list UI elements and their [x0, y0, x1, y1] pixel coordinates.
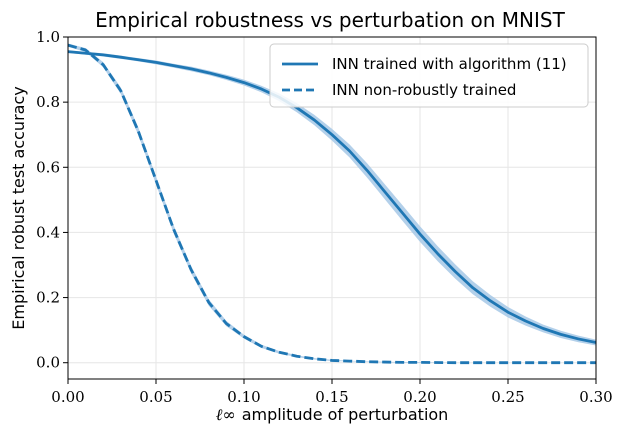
y-tick-label: 0.2	[36, 289, 60, 307]
x-axis-ticks: 0.00 0.05 0.10 0.15 0.20 0.25 0.30	[51, 379, 613, 406]
legend: INN trained with algorithm (11) INN non-…	[269, 43, 589, 108]
series-lines	[67, 43, 597, 365]
y-axis-label: Empirical robust test accuracy	[9, 86, 28, 329]
y-tick-label: 0.4	[36, 223, 60, 241]
legend-label-robust: INN trained with algorithm (11)	[332, 55, 567, 73]
confidence-band-1	[68, 43, 596, 363]
x-tick-label: 0.25	[491, 388, 524, 406]
x-axis-label-symbol: ℓ∞	[216, 405, 236, 424]
series-line-robust	[67, 50, 597, 344]
x-tick-label: 0.15	[315, 388, 348, 406]
legend-label-nonrobust: INN non-robustly trained	[332, 81, 516, 99]
chart-title: Empirical robustness vs perturbation on …	[95, 8, 565, 32]
series-line-non-robust	[67, 43, 596, 365]
y-tick-label: 1.0	[36, 28, 60, 46]
x-tick-label: 0.20	[403, 388, 436, 406]
y-axis-ticks: 0.0 0.2 0.4 0.6 0.8 1.0	[36, 28, 68, 372]
legend-box	[269, 43, 589, 108]
x-tick-label: 0.10	[227, 388, 260, 406]
x-tick-label: 0.05	[139, 388, 172, 406]
x-tick-label: 0.00	[51, 388, 84, 406]
y-tick-label: 0.8	[36, 93, 60, 111]
x-axis-label-text: amplitude of perturbation	[242, 405, 449, 424]
y-tick-label: 0.6	[36, 158, 60, 176]
y-tick-label: 0.0	[36, 354, 60, 372]
confidence-bands	[68, 43, 596, 363]
x-tick-label: 0.30	[579, 388, 612, 406]
x-axis-label: ℓ∞ amplitude of perturbation	[216, 405, 449, 424]
